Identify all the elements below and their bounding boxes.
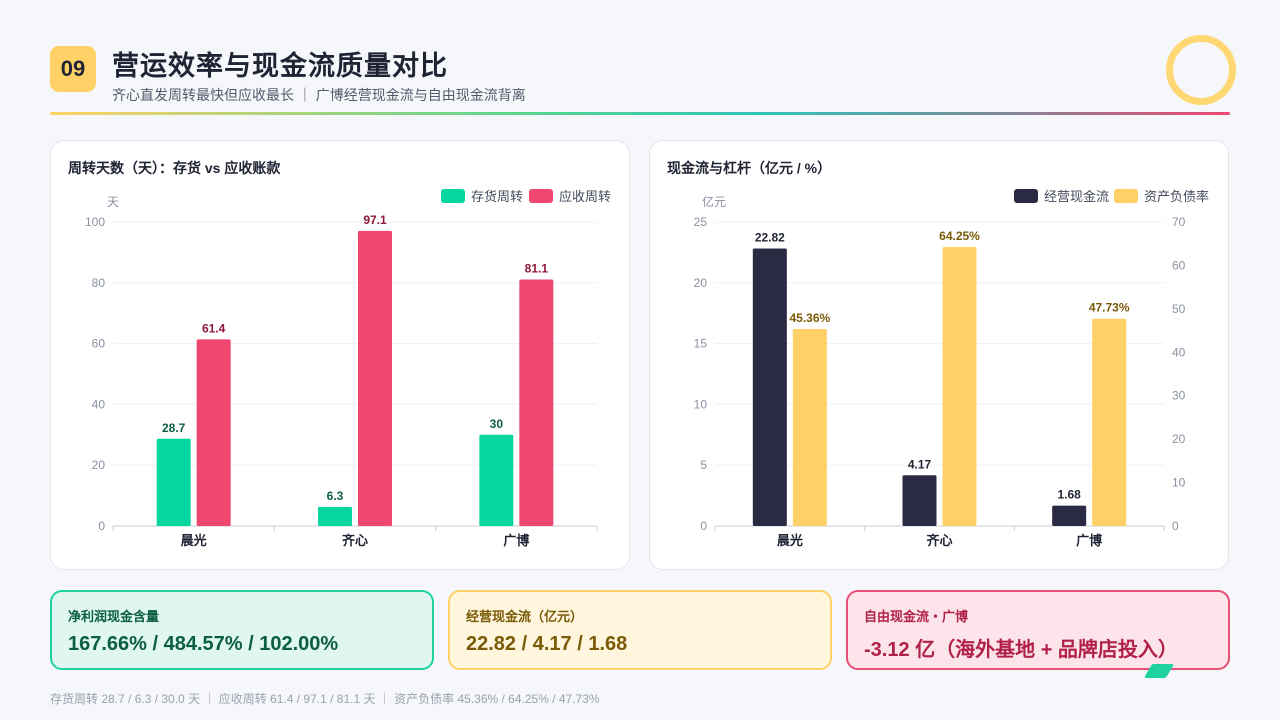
y-tick-label: 80 bbox=[92, 276, 106, 290]
y2-tick-label: 10 bbox=[1172, 476, 1186, 490]
footnote: 存货周转 28.7 / 6.3 / 30.0 天 ｜ 应收周转 61.4 / 9… bbox=[50, 692, 600, 706]
legend-label: 应收周转 bbox=[559, 189, 611, 204]
y2-tick-label: 40 bbox=[1172, 345, 1186, 359]
y-tick-label: 10 bbox=[694, 397, 708, 411]
y-tick-label: 20 bbox=[92, 458, 106, 472]
bar bbox=[902, 475, 937, 526]
operating-cashflow-card: 经营现金流（亿元） 22.82 / 4.17 / 1.68 bbox=[448, 590, 832, 670]
legend-swatch bbox=[529, 189, 553, 203]
legend-label: 存货周转 bbox=[471, 189, 523, 204]
data-label: 30 bbox=[490, 417, 504, 431]
bar bbox=[1052, 505, 1087, 526]
section-number-badge: 09 bbox=[50, 46, 96, 92]
data-label: 81.1 bbox=[525, 261, 549, 275]
bar bbox=[156, 438, 191, 526]
y2-tick-label: 30 bbox=[1172, 389, 1186, 403]
card-label: 自由现金流・广博 bbox=[864, 609, 969, 624]
y-tick-label: 0 bbox=[700, 519, 707, 533]
y2-tick-label: 50 bbox=[1172, 302, 1186, 316]
bar bbox=[1092, 318, 1127, 526]
y2-tick-label: 20 bbox=[1172, 432, 1186, 446]
data-label: 64.25% bbox=[939, 229, 980, 243]
net-profit-cash-card: 净利润现金含量 167.66% / 484.57% / 102.00% bbox=[50, 590, 434, 670]
legend-swatch bbox=[441, 189, 465, 203]
data-label: 22.82 bbox=[755, 231, 785, 245]
turnover-chart-panel: 周转天数（天）：存货 vs 应收账款 0 20 40 60 80 100 天晨光 齐心 广博 28… bbox=[50, 140, 630, 570]
x-tick-label: 广博 bbox=[1076, 533, 1102, 548]
data-label: 6.3 bbox=[327, 489, 344, 503]
y-tick-label: 40 bbox=[92, 397, 106, 411]
data-label: 97.1 bbox=[363, 213, 387, 227]
header-divider bbox=[50, 112, 1230, 115]
page-title: 营运效率与现金流质量对比 bbox=[112, 51, 448, 81]
bar bbox=[942, 246, 977, 526]
x-tick-label: 晨光 bbox=[181, 533, 207, 548]
x-tick-label: 晨光 bbox=[777, 533, 803, 548]
cashflow-chart-title: 现金流与杠杆（亿元 / %） bbox=[667, 160, 832, 176]
data-label: 4.17 bbox=[908, 457, 932, 471]
card-value: -3.12 亿（海外基地 + 品牌店投入） bbox=[864, 639, 1178, 661]
data-label: 1.68 bbox=[1057, 488, 1081, 502]
y-axis-label: 亿元 bbox=[702, 194, 726, 209]
bar bbox=[479, 434, 514, 526]
card-label: 经营现金流（亿元） bbox=[466, 609, 584, 624]
y-tick-label: 25 bbox=[694, 215, 708, 229]
x-tick-label: 齐心 bbox=[926, 533, 952, 548]
y2-tick-label: 70 bbox=[1172, 215, 1186, 229]
bar bbox=[792, 329, 827, 526]
decorative-ring bbox=[1166, 35, 1236, 105]
legend-swatch bbox=[1014, 189, 1038, 203]
bar bbox=[318, 506, 352, 526]
y-tick-label: 5 bbox=[700, 458, 707, 472]
legend-label: 经营现金流 bbox=[1044, 189, 1109, 204]
x-tick-label: 广博 bbox=[503, 533, 529, 548]
section-number: 09 bbox=[60, 56, 86, 81]
y-tick-label: 100 bbox=[85, 215, 105, 229]
y-tick-label: 60 bbox=[92, 337, 106, 351]
x-tick-label: 齐心 bbox=[342, 533, 368, 548]
bar bbox=[196, 339, 231, 526]
data-label: 45.36% bbox=[789, 311, 830, 325]
turnover-chart-title: 周转天数（天）：存货 vs 应收账款 bbox=[68, 160, 281, 176]
data-label: 61.4 bbox=[202, 321, 226, 335]
card-value: 167.66% / 484.57% / 102.00% bbox=[68, 633, 339, 655]
free-cashflow-card: 自由现金流・广博 -3.12 亿（海外基地 + 品牌店投入） bbox=[846, 590, 1230, 670]
card-value: 22.82 / 4.17 / 1.68 bbox=[466, 633, 628, 655]
page-subtitle: 齐心直发周转最快但应收最长 ｜ 广博经营现金流与自由现金流背离 bbox=[112, 87, 526, 103]
bar bbox=[519, 279, 554, 526]
data-label: 47.73% bbox=[1089, 301, 1130, 315]
y-tick-label: 0 bbox=[98, 519, 105, 533]
y-tick-label: 20 bbox=[694, 276, 708, 290]
data-label: 28.7 bbox=[162, 421, 186, 435]
cashflow-chart-panel: 现金流与杠杆（亿元 / %） 0 5 10 15 20 25 0 10 20 30 40 50 60 70… bbox=[649, 140, 1229, 570]
y-axis-label: 天 bbox=[107, 195, 119, 209]
bar bbox=[752, 248, 787, 526]
y-tick-label: 15 bbox=[694, 337, 708, 351]
legend-swatch bbox=[1114, 189, 1138, 203]
y2-tick-label: 0 bbox=[1172, 519, 1179, 533]
legend-label: 资产负债率 bbox=[1144, 189, 1209, 204]
card-label: 净利润现金含量 bbox=[68, 609, 160, 624]
y2-tick-label: 60 bbox=[1172, 258, 1186, 272]
bar bbox=[358, 230, 392, 526]
